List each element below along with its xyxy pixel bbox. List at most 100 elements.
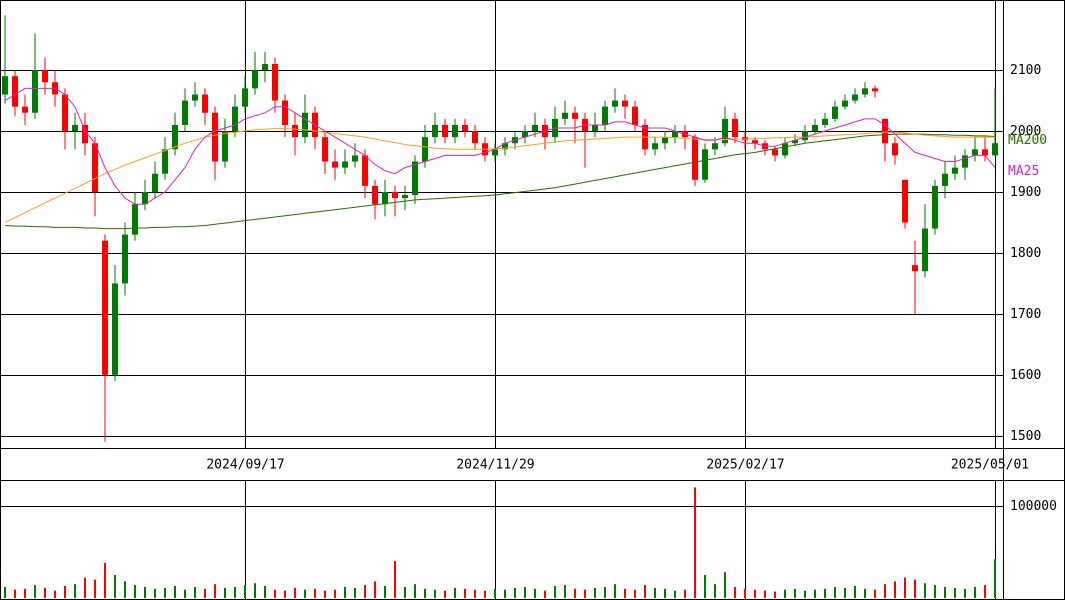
candle-body bbox=[212, 112, 218, 162]
y-tick-label: 1600 bbox=[1010, 368, 1041, 383]
candle-body bbox=[172, 124, 178, 150]
candle-body bbox=[712, 143, 718, 150]
candle-body bbox=[662, 137, 668, 144]
volume-bar bbox=[994, 559, 996, 598]
candle-body bbox=[382, 192, 388, 205]
volume-bar bbox=[494, 588, 496, 598]
volume-bar bbox=[244, 585, 246, 598]
candle-body bbox=[282, 100, 288, 125]
volume-bar bbox=[94, 579, 96, 598]
candle-body bbox=[892, 143, 898, 156]
candle-body bbox=[2, 76, 8, 95]
volume-bar bbox=[624, 588, 626, 598]
volume-bar bbox=[114, 574, 116, 598]
candle-body bbox=[102, 240, 108, 375]
volume-bar bbox=[654, 587, 656, 598]
volume-bar bbox=[664, 588, 666, 598]
candle-body bbox=[992, 143, 998, 156]
candle-body bbox=[302, 112, 308, 138]
candle-body bbox=[82, 124, 88, 144]
volume-bar bbox=[934, 585, 936, 598]
volume-bar bbox=[784, 589, 786, 598]
candle-body bbox=[672, 131, 678, 138]
candle-body bbox=[972, 149, 978, 156]
candle-body bbox=[952, 167, 958, 174]
volume-bar bbox=[4, 586, 6, 598]
volume-bar bbox=[164, 587, 166, 598]
candle-body bbox=[872, 88, 878, 92]
volume-bar bbox=[534, 588, 536, 598]
candle-body bbox=[132, 204, 138, 235]
x-tick-label: 2024/09/17 bbox=[206, 458, 284, 473]
y-tick-label: 1900 bbox=[1010, 185, 1041, 200]
candle-body bbox=[232, 106, 238, 132]
volume-tick-label: 100000 bbox=[1010, 499, 1057, 514]
volume-bar bbox=[304, 589, 306, 598]
volume-bar bbox=[404, 586, 406, 598]
volume-bar bbox=[224, 587, 226, 598]
volume-bar bbox=[124, 581, 126, 598]
volume-bar bbox=[984, 585, 986, 598]
volume-bar bbox=[764, 590, 766, 598]
volume-bar bbox=[704, 574, 706, 598]
volume-bar bbox=[334, 589, 336, 598]
volume-bar bbox=[914, 579, 916, 598]
candle-body bbox=[922, 228, 928, 272]
volume-bar bbox=[84, 577, 86, 598]
volume-bar bbox=[944, 586, 946, 598]
volume-bar bbox=[564, 585, 566, 598]
volume-bar bbox=[874, 589, 876, 598]
volume-bar bbox=[954, 587, 956, 598]
volume-bar bbox=[824, 588, 826, 598]
volume-bar bbox=[294, 587, 296, 598]
candle-body bbox=[162, 149, 168, 174]
volume-bar bbox=[154, 588, 156, 598]
candle-body bbox=[562, 112, 568, 119]
candle-body bbox=[222, 131, 228, 162]
candle-body bbox=[392, 192, 398, 199]
volume-bar bbox=[194, 586, 196, 598]
volume-bar bbox=[684, 589, 686, 598]
candle-body bbox=[62, 94, 68, 132]
candle-body bbox=[202, 94, 208, 113]
volume-bar bbox=[354, 587, 356, 598]
volume-bar bbox=[504, 589, 506, 598]
volume-bar bbox=[284, 590, 286, 598]
candle-body bbox=[522, 131, 528, 138]
volume-bar bbox=[724, 572, 726, 598]
candle-body bbox=[932, 185, 938, 229]
volume-bar bbox=[144, 586, 146, 598]
candle-body bbox=[462, 124, 468, 132]
candle-body bbox=[822, 118, 828, 125]
x-tick-label: 2025/05/01 bbox=[951, 458, 1029, 473]
x-tick-label: 2024/11/29 bbox=[456, 458, 534, 473]
volume-bar bbox=[234, 586, 236, 598]
candle-body bbox=[492, 149, 498, 156]
candle-body bbox=[802, 131, 808, 141]
volume-bar bbox=[434, 589, 436, 598]
volume-bar bbox=[14, 589, 16, 598]
candle-body bbox=[752, 140, 758, 144]
volume-bar bbox=[834, 586, 836, 598]
candle-body bbox=[912, 265, 918, 272]
candle-body bbox=[532, 124, 538, 132]
volume-bar bbox=[614, 584, 616, 598]
volume-bar bbox=[804, 590, 806, 598]
candle-body bbox=[412, 161, 418, 196]
volume-bar bbox=[394, 561, 396, 598]
candle-body bbox=[852, 94, 858, 101]
volume-bar bbox=[424, 588, 426, 598]
volume-bar bbox=[484, 590, 486, 598]
volume-bar bbox=[214, 584, 216, 598]
volume-bar bbox=[904, 577, 906, 598]
y-tick-label: 1800 bbox=[1010, 246, 1041, 261]
candle-body bbox=[402, 195, 408, 199]
volume-bar bbox=[324, 590, 326, 598]
candle-body bbox=[112, 283, 118, 375]
candle-body bbox=[322, 137, 328, 162]
candle-body bbox=[432, 124, 438, 138]
candle-body bbox=[262, 64, 268, 71]
y-tick-label: 1700 bbox=[1010, 307, 1041, 322]
volume-bar bbox=[554, 586, 556, 598]
volume-bar bbox=[464, 588, 466, 598]
